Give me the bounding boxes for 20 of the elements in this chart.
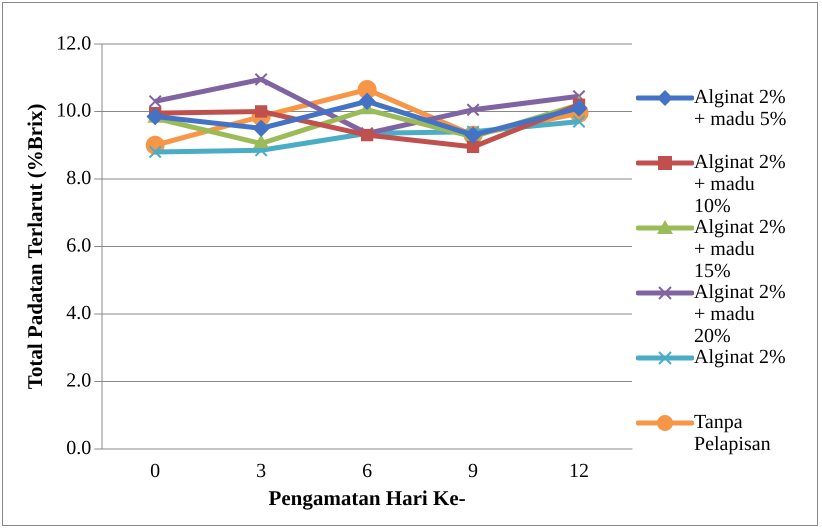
x-tick-label: 9 [468,460,478,482]
y-tick-label: 10.0 [56,100,92,122]
y-tick-label: 2.0 [66,370,92,392]
x-tick-label: 6 [362,460,372,482]
legend-label: Alginat 2% + madu 10% [694,151,787,217]
y-tick-label: 0.0 [66,437,92,460]
legend-label: Alginat 2% + madu 15% [694,216,787,282]
x-axis-title: Pengamatan Hari Ke- [268,486,466,510]
x-tick-label: 0 [150,460,160,482]
y-tick-label: 4.0 [66,302,92,324]
legend-label: Alginat 2% + madu 5% [694,86,788,130]
legend-label: Alginat 2% + madu 20% [694,281,787,347]
x-tick-label: 12 [569,460,590,482]
y-tick-label: 12.0 [56,32,92,54]
y-axis-title: Total Padatan Terlarut (%Brix) [23,104,48,390]
x-tick-label: 3 [256,460,266,482]
y-tick-label: 6.0 [66,234,92,257]
legend-label: Alginat 2% [694,346,786,368]
legend-label: Tanpa Pelapisan [694,411,772,455]
y-tick-label: 8.0 [66,167,92,190]
